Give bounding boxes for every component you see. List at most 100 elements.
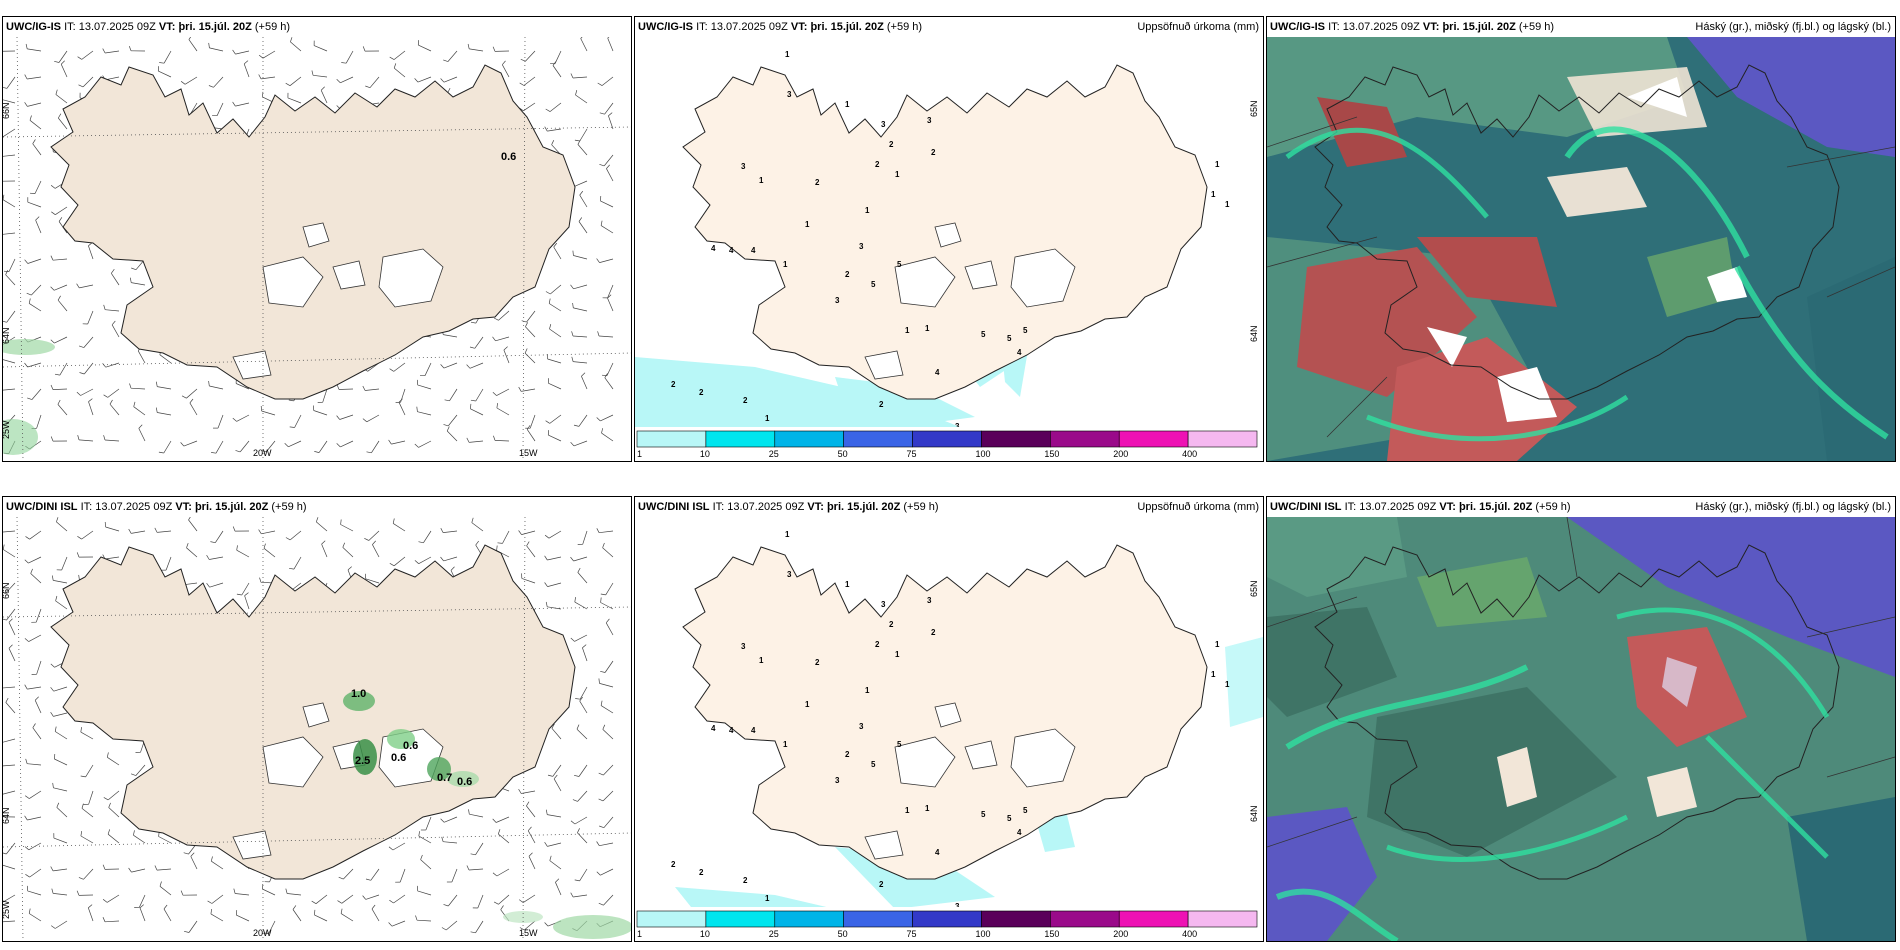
wind-barb [28,556,42,564]
wind-barb [79,284,94,289]
wind-barb-flag [76,890,80,896]
wind-barb [3,549,16,558]
wind-barb [80,835,94,844]
latitude-line [3,126,631,138]
wind-barb [5,582,16,594]
lead-time: (+59 h) [254,21,291,33]
wind-barb-flag [336,443,341,448]
station-value: 5 [1023,806,1028,815]
wind-barb-flag [5,270,9,275]
wind-barb-flag [447,87,451,93]
wind-barb-flag [103,304,106,310]
wind-barb [53,868,68,872]
wind-barb [600,602,614,610]
wind-barb [88,401,94,416]
wind-barb [55,600,68,610]
wind-barb-flag [466,865,470,871]
lead-time: (+59 h) [886,21,923,33]
wind-barb [261,410,276,416]
wind-barb [576,728,588,740]
panel-header: UWC/IG-IS IT: 13.07.2025 09Z VT: þri. 15… [1267,17,1895,37]
it-label: IT: [696,21,708,33]
wind-barb-flag [103,797,109,801]
graticule [3,37,631,461]
wind-barb [215,440,224,454]
wind-barb-flag [128,45,132,51]
wind-barb [343,868,354,880]
wind-barb-flag [528,852,533,857]
wind-barb [8,258,16,272]
colorbar-swatch [981,910,1051,928]
colorbar-tick: 50 [838,449,848,459]
wind-barb-flag [600,597,602,603]
glacier [302,702,330,728]
wind-barb [366,414,380,423]
wind-barb-flag [3,87,7,89]
wind-barb-flag [129,277,132,283]
wind-barb [3,99,16,104]
wind-barb-flag [518,789,522,794]
wind-barb [241,582,250,596]
station-value: 3 [927,596,932,605]
panel-ig-wind: UWC/IG-IS IT: 13.07.2025 09Z VT: þri. 15… [2,16,632,462]
wind-barb [165,556,172,571]
wind-barb-flag [596,258,600,263]
wind-barb-flag [441,927,447,931]
wind-barb-flag [285,888,288,894]
wind-barb [582,530,588,545]
field-title: Uppsöfnuð úrkoma (mm) [1137,21,1259,33]
wind-barb [443,530,458,533]
wind-barb-flag [292,905,297,910]
wind-barb-flag [469,346,475,349]
wind-barb [495,336,510,342]
wind-barb-flag [32,139,36,144]
wind-barb [313,45,328,52]
wind-barb-flag [551,140,555,145]
glacier [964,260,998,290]
wind-barb-flag [102,917,106,922]
wind-barb-flag [518,899,524,903]
wind-barb-flag [596,528,600,533]
station-value: 5 [1007,814,1012,823]
wind-barb-flag [366,451,372,454]
wind-barb [81,50,94,60]
wind-barb [416,919,432,922]
colorbar-tick: 10 [700,929,710,939]
station-value: 3 [881,600,886,609]
precip-colorbar: 1 10 25 50 75 100 150 200 400 [635,907,1263,941]
wind-barb [54,758,68,766]
wind-barb-flag [102,363,106,368]
wind-barb [3,359,16,364]
station-value: 4 [729,246,734,255]
wind-barb [552,65,562,78]
it-label: IT: [64,21,76,33]
wind-barb [27,48,42,52]
wind-barb [579,868,588,882]
station-value: 1 [805,700,810,709]
wind-barb [448,414,458,427]
station-value: 1 [765,894,770,903]
wind-barb-flag [51,211,56,215]
wind-barb [268,920,276,934]
value-label: 0.6 [457,776,472,788]
wind-barb-flag [233,888,236,894]
wind-barb [572,335,588,338]
wind-barb-flag [497,829,501,835]
wind-barb [525,326,536,338]
wind-barb-flag [80,775,86,778]
panel-header: UWC/DINI ISL IT: 13.07.2025 09Z VT: þri.… [635,497,1263,517]
colorbar-swatch [1118,910,1189,928]
wind-barb-flag [570,284,574,290]
wind-barb [521,388,536,392]
wind-barb-flag [496,545,498,551]
wind-barb [418,556,432,565]
wind-barb [109,403,120,416]
wind-barb-flag [30,568,33,574]
wind-barb-flag [26,292,32,296]
station-value: 1 [865,686,870,695]
colorbar-tick: 400 [1182,449,1197,459]
wind-barb-flag [389,368,394,372]
wind-barb-flag [50,866,54,872]
panel-header: UWC/DINI ISL IT: 13.07.2025 09Z VT: þri.… [1267,497,1895,517]
init-time: 13.07.2025 09Z [1342,21,1420,33]
